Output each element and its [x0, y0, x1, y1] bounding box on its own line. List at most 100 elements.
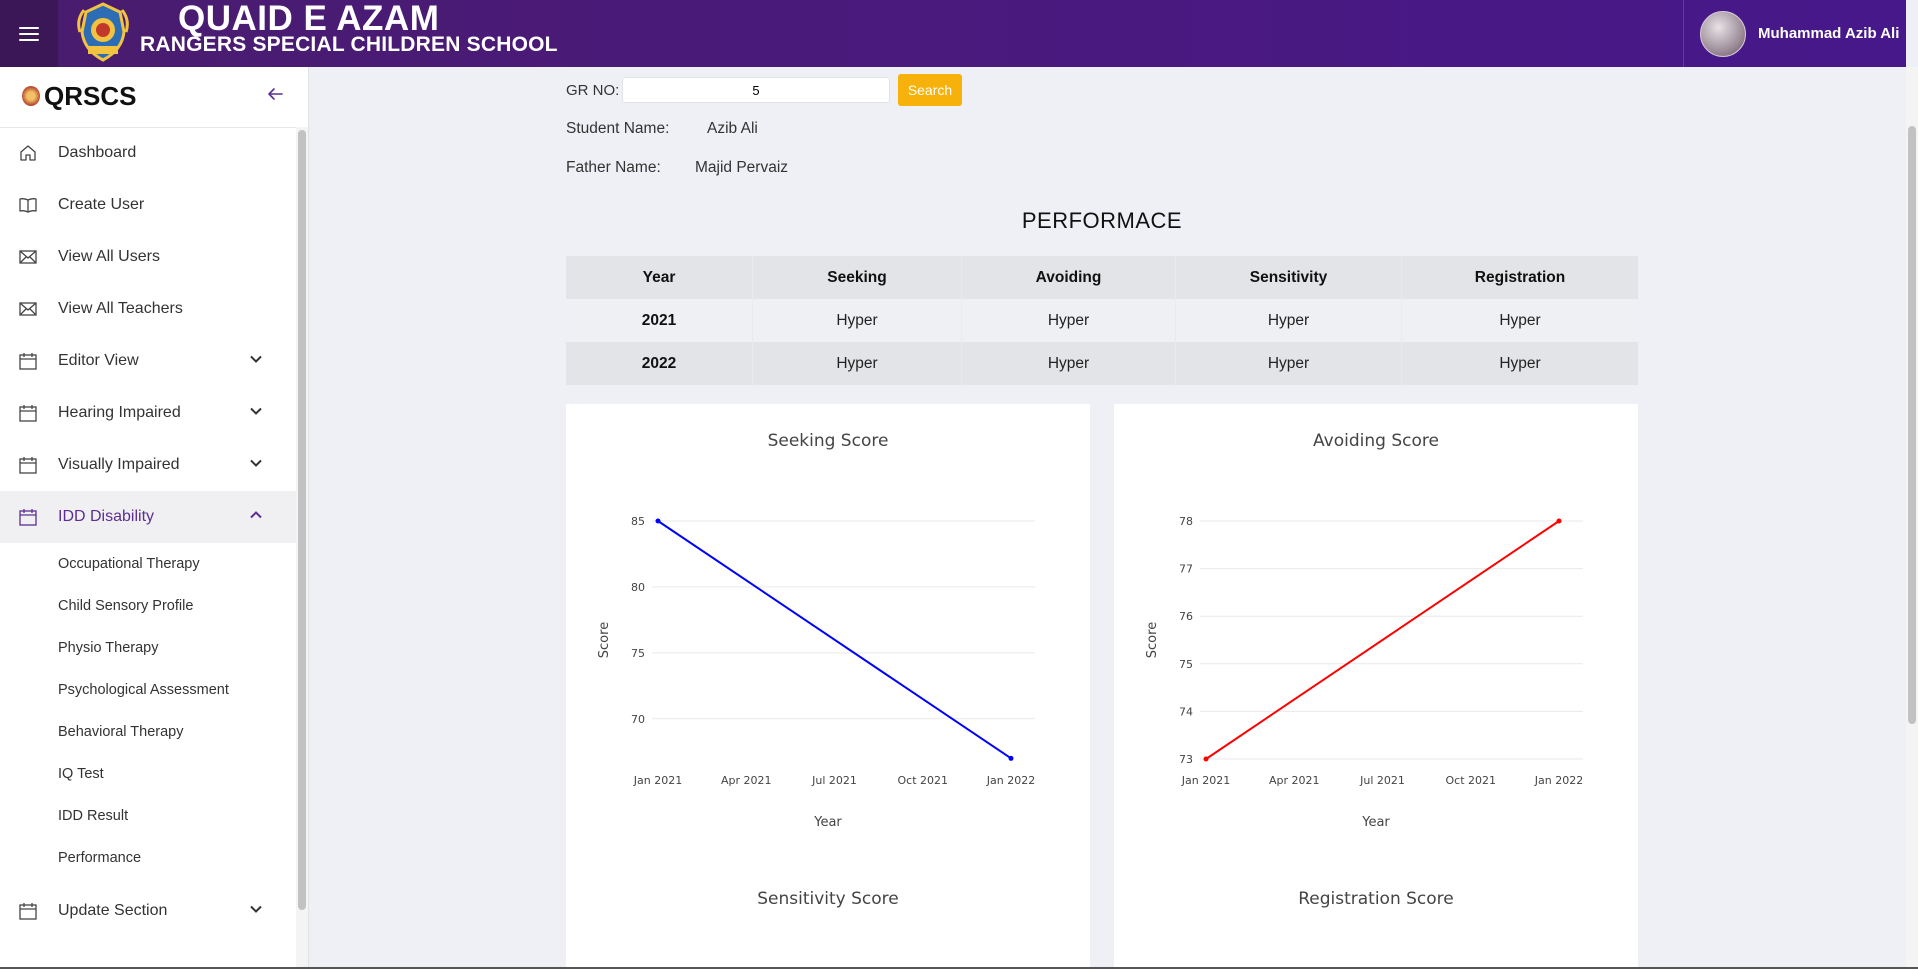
chart-series-line [1205, 520, 1560, 760]
table-cell: Hyper [752, 342, 962, 385]
performance-table: Year Seeking Avoiding Sensitivity Regist… [566, 256, 1638, 385]
sidebar-item-label: Dashboard [58, 144, 137, 161]
sidebar-item-visually-impaired[interactable]: Visually Impaired [0, 439, 296, 491]
chevron-down-icon [250, 905, 262, 913]
table-cell: 2021 [566, 299, 753, 342]
submenu-item-physio-therapy[interactable]: Physio Therapy [58, 640, 159, 656]
chart-y-tick-label: 75 [631, 647, 645, 660]
table-row: 2022 Hyper Hyper Hyper Hyper [566, 342, 1638, 385]
chart-y-tick-label: 75 [1179, 658, 1193, 671]
chart-y-tick-label: 73 [1179, 753, 1193, 766]
table-cell: Hyper [1175, 342, 1402, 385]
chart-y-tick-label: 80 [631, 581, 645, 594]
chart-x-tick-label: Oct 2021 [897, 774, 948, 787]
chart-x-tick-label: Apr 2021 [721, 774, 772, 787]
chart-y-axis-title: Score [1145, 622, 1160, 658]
chart-title: Registration Score [1298, 889, 1454, 909]
table-cell: Hyper [1175, 299, 1402, 342]
sidebar-scrollbar[interactable] [298, 130, 306, 910]
column-header: Year [566, 256, 753, 299]
sidebar-item-update-section[interactable]: Update Section [0, 885, 296, 937]
chart-data-point [1008, 755, 1014, 761]
chart-x-tick-label: Oct 2021 [1445, 774, 1496, 787]
sidebar-item-label: Editor View [58, 352, 139, 369]
sidebar-item-label: Create User [58, 196, 145, 213]
home-icon [18, 143, 38, 163]
sidebar-item-create-user[interactable]: Create User [0, 179, 296, 231]
submenu-item-performance[interactable]: Performance [58, 850, 142, 866]
submenu-item-behavioral-therapy[interactable]: Behavioral Therapy [58, 724, 184, 740]
table-cell: Hyper [752, 299, 962, 342]
chart-y-tick-label: 74 [1179, 705, 1193, 718]
calendar-icon [18, 901, 38, 921]
sidebar-item-editor-view[interactable]: Editor View [0, 335, 296, 387]
avatar [1700, 10, 1746, 57]
chart-y-tick-label: 78 [1179, 515, 1193, 528]
sidebar-item-hearing-impaired[interactable]: Hearing Impaired [0, 387, 296, 439]
seeking-chart-card: Seeking Score Year Score 70 75 80 85 Jan 2021 Ap… [566, 404, 1090, 969]
menu-toggle-button[interactable] [0, 0, 58, 67]
father-name-label: Father Name: [566, 159, 661, 176]
school-logo [77, 2, 129, 62]
seeking-score-chart: Seeking Score Year Score 70 75 80 85 Jan 2021 Ap… [597, 431, 1035, 909]
chart-y-tick-label: 76 [1179, 610, 1193, 623]
column-header: Seeking [752, 256, 962, 299]
calendar-icon [18, 403, 38, 423]
father-name-value: Majid Pervaiz [695, 159, 789, 176]
submenu-item-iq-test[interactable]: IQ Test [58, 766, 104, 782]
user-name: Muhammad Azib Ali [1758, 25, 1900, 42]
school-name-title: QUAID E AZAM [178, 0, 440, 38]
chart-data-point [1203, 756, 1209, 762]
main-scrollbar[interactable] [1908, 126, 1916, 724]
chart-y-tick-label: 77 [1179, 563, 1193, 576]
performance-title: PERFORMACE [1021, 208, 1183, 233]
sidebar-brand[interactable]: QRSCS [22, 81, 136, 111]
sidebar: QRSCS Dashboard Create User View All Use… [0, 67, 309, 969]
sidebar-item-label: Hearing Impaired [58, 404, 181, 421]
sidebar-item-dashboard[interactable]: Dashboard [0, 127, 296, 179]
avoiding-chart-card: Avoiding Score Year Score 73 74 75 76 77 78 Jan 2… [1114, 404, 1638, 969]
sidebar-item-label: Visually Impaired [58, 456, 180, 473]
school-name-subtitle: RANGERS SPECIAL CHILDREN SCHOOL [140, 33, 558, 56]
chevron-down-icon [250, 355, 262, 363]
chart-data-point [655, 518, 661, 524]
chart-x-axis-title: Year [1361, 815, 1390, 830]
chart-series-line [657, 520, 1012, 760]
collapse-sidebar-arrow-icon[interactable] [266, 85, 284, 103]
chart-x-tick-label: Jan 2022 [1534, 774, 1583, 787]
table-cell: 2022 [566, 342, 753, 385]
student-name-value: Azib Ali [707, 120, 758, 137]
column-header: Avoiding [961, 256, 1176, 299]
gr-no-input[interactable] [622, 77, 890, 103]
chart-y-tick-label: 85 [631, 515, 645, 528]
table-cell: Hyper [961, 299, 1176, 342]
sidebar-item-view-all-teachers[interactable]: View All Teachers [0, 283, 296, 335]
table-cell: Hyper [1499, 354, 1541, 372]
chart-x-tick-label: Jul 2021 [811, 774, 857, 787]
user-profile[interactable]: Muhammad Azib Ali [1683, 0, 1906, 67]
sidebar-item-idd-disability[interactable]: IDD Disability [0, 491, 296, 543]
avoiding-score-chart: Avoiding Score Year Score 73 74 75 76 77 78 Jan 2… [1145, 431, 1583, 909]
submenu-item-occupational-therapy[interactable]: Occupational Therapy [58, 556, 200, 572]
sidebar-item-view-all-users[interactable]: View All Users [0, 231, 296, 283]
chart-x-tick-label: Jan 2021 [1181, 774, 1230, 787]
submenu-item-psychological-assessment[interactable]: Psychological Assessment [58, 682, 229, 698]
calendar-icon [18, 351, 38, 371]
chart-x-tick-label: Jan 2021 [633, 774, 682, 787]
table-header-row: Year Seeking Avoiding Sensitivity Regist… [566, 256, 1638, 299]
chart-title: Sensitivity Score [757, 889, 899, 909]
chart-title: Avoiding Score [1313, 431, 1439, 451]
table-row: 2021 Hyper Hyper Hyper Hyper [566, 299, 1638, 342]
chart-x-tick-label: Apr 2021 [1269, 774, 1320, 787]
chart-x-tick-label: Jan 2022 [986, 774, 1035, 787]
submenu-item-idd-result[interactable]: IDD Result [58, 808, 129, 824]
submenu-item-child-sensory-profile[interactable]: Child Sensory Profile [58, 598, 194, 614]
chevron-down-icon [250, 459, 262, 467]
table-cell: Hyper [961, 342, 1176, 385]
mail-icon [18, 299, 38, 319]
gr-no-label: GR NO: [566, 82, 620, 99]
chevron-down-icon [250, 407, 262, 415]
chart-title: Seeking Score [768, 431, 889, 451]
search-button[interactable]: Search [898, 74, 962, 106]
calendar-icon [18, 507, 38, 527]
